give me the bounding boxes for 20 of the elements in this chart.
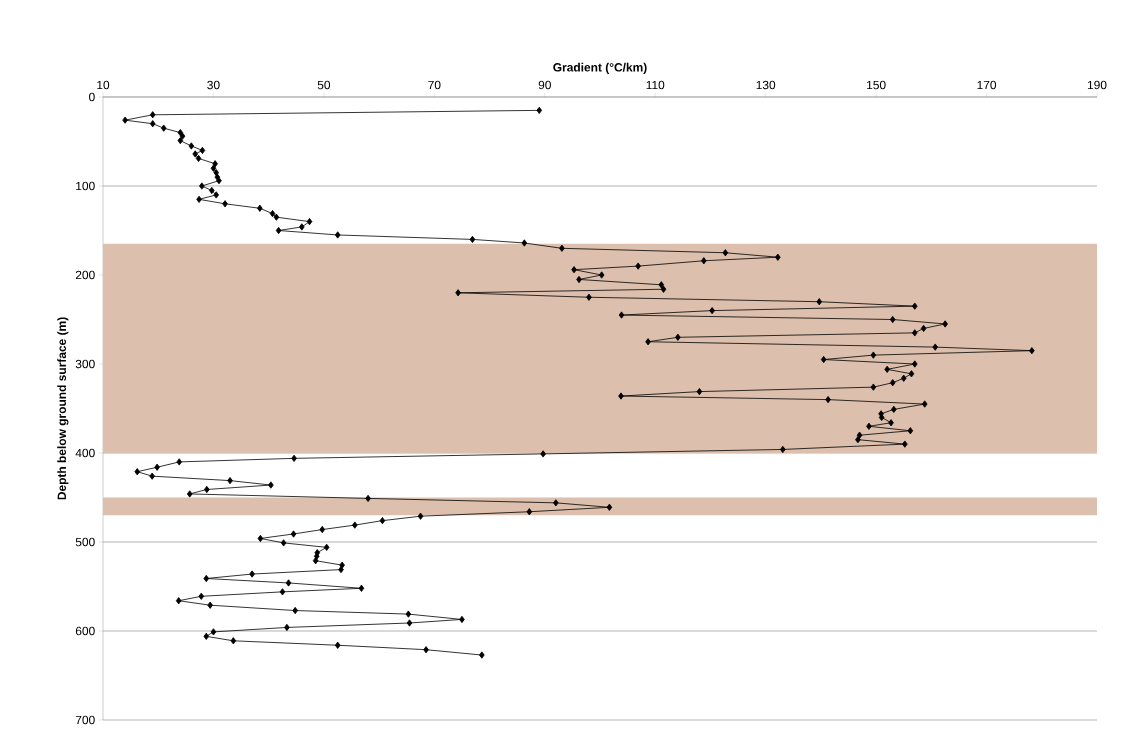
x-tick-label: 190 [1087,80,1107,90]
x-axis-title: Gradient (°C/km) [553,62,647,74]
x-tick-label: 130 [756,80,776,90]
y-tick-label: 0 [89,92,95,102]
x-tick-label: 30 [207,80,220,90]
y-tick-label: 500 [75,537,95,547]
x-tick-label: 110 [646,80,665,90]
x-tick-label: 90 [538,80,551,90]
y-axis-title: Depth below ground surface (m) [57,317,69,500]
x-tick-label: 70 [428,80,441,90]
x-tick-label: 170 [977,80,997,90]
y-tick-label: 100 [76,181,95,191]
x-tick-label: 150 [867,80,886,90]
y-tick-label: 300 [75,359,95,369]
y-tick-label: 400 [75,448,95,458]
y-tick-label: 700 [75,715,95,725]
x-tick-label: 10 [97,80,110,90]
y-tick-label: 600 [75,626,95,636]
x-tick-label: 50 [317,80,331,90]
y-tick-label: 200 [75,270,95,280]
